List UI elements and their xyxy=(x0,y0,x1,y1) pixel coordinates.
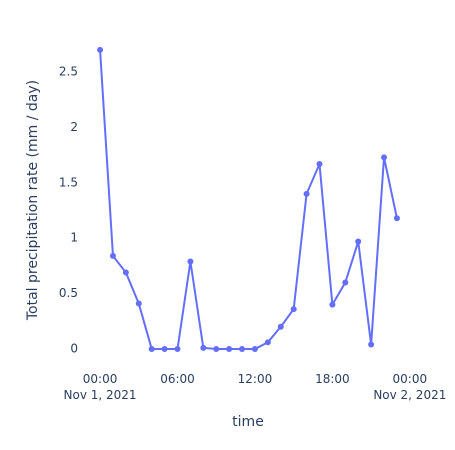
marker xyxy=(109,252,116,259)
marker xyxy=(200,344,207,351)
marker xyxy=(303,190,310,197)
marker xyxy=(329,301,336,308)
y-tick-label: 1.5 xyxy=(59,175,78,189)
marker xyxy=(187,258,194,265)
marker xyxy=(381,154,388,161)
marker xyxy=(226,345,233,352)
marker xyxy=(135,300,142,307)
marker xyxy=(97,46,104,53)
marker xyxy=(355,238,362,245)
marker xyxy=(264,339,271,346)
marker xyxy=(174,345,181,352)
marker xyxy=(251,345,258,352)
x-tick-label: 00:00 Nov 2, 2021 xyxy=(373,372,446,402)
x-tick-label: 18:00 xyxy=(315,372,350,386)
marker xyxy=(122,269,129,276)
marker xyxy=(342,279,349,286)
marker xyxy=(277,323,284,330)
y-tick-label: 1 xyxy=(70,231,78,245)
marker xyxy=(393,215,400,222)
x-tick-label: 12:00 xyxy=(238,372,273,386)
x-axis-title: time xyxy=(232,414,264,430)
marker xyxy=(368,341,375,348)
y-tick-label: 2 xyxy=(70,120,78,134)
y-tick-label: 2.5 xyxy=(59,65,78,79)
marker xyxy=(239,345,246,352)
marker xyxy=(161,345,168,352)
y-tick-label: 0 xyxy=(70,341,78,355)
x-tick-label: 00:00 Nov 1, 2021 xyxy=(64,372,137,402)
marker xyxy=(316,161,323,168)
marker xyxy=(213,345,220,352)
y-axis-title: Total precipitation rate (mm / day) xyxy=(25,80,41,321)
y-tick-label: 0.5 xyxy=(59,286,78,300)
marker xyxy=(148,345,155,352)
marker xyxy=(290,306,297,313)
x-tick-label: 06:00 xyxy=(160,372,195,386)
line xyxy=(99,49,398,350)
